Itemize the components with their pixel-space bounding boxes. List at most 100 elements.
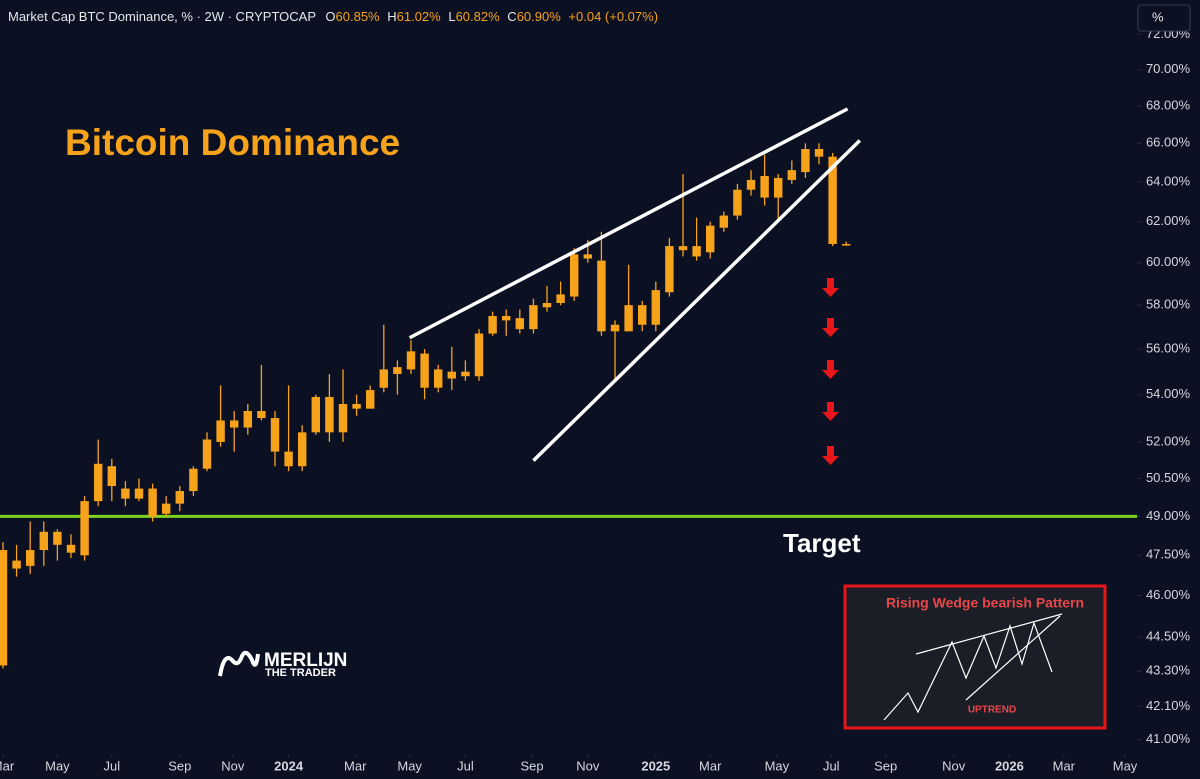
candle-body <box>284 451 293 467</box>
y-tick-label: 50.50% <box>1146 470 1191 485</box>
arrow <box>822 360 839 379</box>
x-tick-label: Sep <box>520 758 543 773</box>
y-axis: 72.00%70.00%68.00%66.00%64.00%62.00%60.0… <box>1137 26 1190 746</box>
logo-name: MERLIJN <box>264 650 347 671</box>
candle-body <box>746 179 756 190</box>
y-tick-label: 47.50% <box>1146 547 1191 562</box>
candle-body <box>760 175 769 198</box>
candle-body <box>678 246 688 251</box>
candle-body <box>80 501 89 556</box>
arrow <box>822 278 839 297</box>
unit-button-label[interactable]: % <box>1152 9 1164 24</box>
inset-pattern <box>883 621 1053 721</box>
change: +0.04 (+0.07%) <box>568 9 658 24</box>
candle-body <box>461 371 470 377</box>
candle-body <box>774 177 783 198</box>
inset-caption: UPTREND <box>968 705 1016 716</box>
candle-body <box>216 420 225 442</box>
candle-body <box>270 418 280 452</box>
x-tick-label: Sep <box>168 758 191 773</box>
candle-body <box>787 170 797 180</box>
candle-body <box>542 302 552 308</box>
candle-body <box>352 403 361 409</box>
field-value: 60.82% <box>456 9 501 24</box>
field-letter: C <box>507 9 516 24</box>
candle-body <box>297 432 307 467</box>
candle-body <box>53 531 62 545</box>
x-tick-label: Jul <box>457 758 474 773</box>
candle-body <box>121 488 130 499</box>
x-tick-label: May <box>765 758 790 773</box>
candle-body <box>515 318 525 330</box>
y-tick-label: 64.00% <box>1146 173 1191 188</box>
inset-title: Rising Wedge bearish Pattern <box>886 595 1084 611</box>
y-tick-label: 56.00% <box>1146 341 1191 356</box>
candle-body <box>842 244 851 246</box>
candle-body <box>202 439 212 469</box>
candle-body <box>406 351 416 370</box>
candle-body <box>25 550 35 566</box>
candle-body <box>189 468 198 492</box>
candle-body <box>134 488 144 499</box>
x-tick-label: Mar <box>699 758 722 773</box>
unit-button[interactable] <box>1137 4 1191 32</box>
x-tick-label: May <box>397 758 422 773</box>
field-value: 60.90% <box>517 9 562 24</box>
candle-body <box>719 215 729 228</box>
x-tick-label: May <box>1113 758 1138 773</box>
field-letter: O <box>325 9 335 24</box>
candle-body <box>39 531 49 551</box>
field-letter: L <box>448 9 455 24</box>
arrow <box>822 318 839 337</box>
y-tick-label: 66.00% <box>1146 135 1191 150</box>
candle-body <box>637 305 647 325</box>
candle-body <box>474 333 484 377</box>
candle-body <box>814 149 824 157</box>
x-tick-label: 2026 <box>995 758 1024 773</box>
x-axis: Mar May Jul Sep Nov 2024 Mar May Jul Sep Nov 2025 Ma… <box>0 755 1138 773</box>
x-tick-label: Mar <box>0 758 15 773</box>
candle-body <box>66 544 76 553</box>
candle-body <box>828 156 837 245</box>
arrow <box>822 446 839 465</box>
candle-body <box>107 466 117 487</box>
candle-body <box>148 488 157 517</box>
inset-lower-line <box>965 615 1061 701</box>
y-tick-label: 54.00% <box>1146 386 1191 401</box>
y-tick-label: 62.00% <box>1146 213 1191 228</box>
y-tick-label: 60.00% <box>1146 254 1191 269</box>
y-tick-label: 43.30% <box>1146 663 1191 678</box>
candle-body <box>569 254 579 297</box>
x-tick-label: Sep <box>874 758 897 773</box>
candle-body <box>447 371 457 379</box>
candle-body <box>706 225 715 253</box>
candle-body <box>501 315 511 321</box>
candle-body <box>161 503 171 514</box>
candle-body <box>488 315 497 334</box>
y-tick-label: 52.00% <box>1146 433 1191 448</box>
target-label: Target <box>783 528 861 558</box>
candle-body <box>243 411 253 428</box>
plot-area <box>0 107 1137 669</box>
field-value: 60.85% <box>336 9 381 24</box>
trend-line <box>408 107 849 340</box>
x-tick-label: 2025 <box>641 758 670 773</box>
x-tick-label: May <box>45 758 70 773</box>
candle-body <box>12 560 21 569</box>
y-tick-label: 49.00% <box>1146 508 1191 523</box>
x-tick-label: Nov <box>576 758 600 773</box>
candle-body <box>311 396 321 433</box>
candle-body <box>420 353 429 388</box>
candle-body <box>379 369 389 388</box>
logo-mark <box>218 650 260 677</box>
candle-body <box>93 463 103 502</box>
y-tick-label: 44.50% <box>1146 628 1191 643</box>
candle-body <box>529 305 538 330</box>
y-tick-label: 41.00% <box>1146 731 1191 746</box>
trend-line <box>532 139 862 462</box>
candle-body <box>393 367 402 374</box>
inset-upper-line <box>915 613 1063 655</box>
candle-body <box>624 305 633 332</box>
candle-body <box>597 260 606 332</box>
